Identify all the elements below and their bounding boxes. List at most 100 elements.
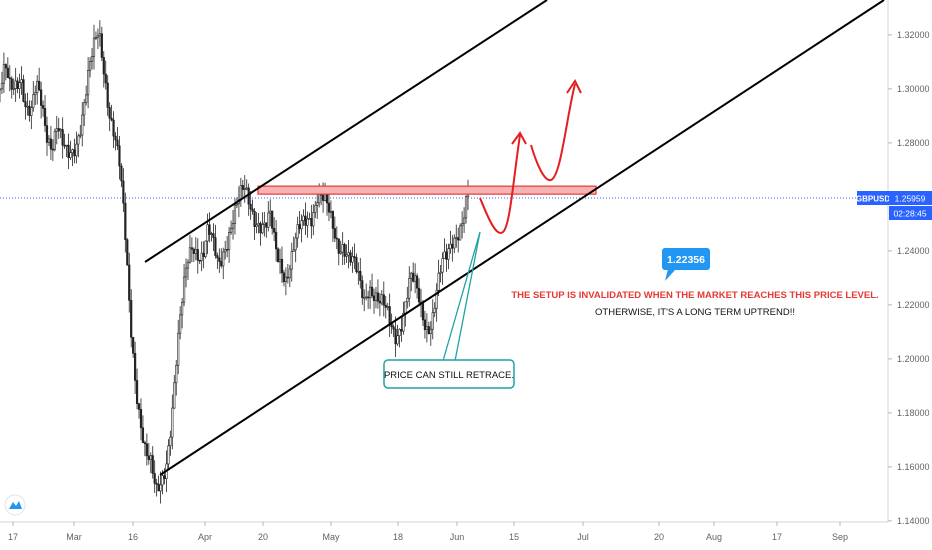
callout-retrace-text: PRICE CAN STILL RETRACE. xyxy=(384,370,514,381)
candle-body xyxy=(282,272,286,283)
candle-body xyxy=(159,484,162,492)
candle-body xyxy=(43,108,47,126)
candle-body xyxy=(41,105,45,109)
candle-body xyxy=(367,296,370,299)
candle-body xyxy=(18,82,21,89)
candle-body xyxy=(112,119,115,137)
candle-body xyxy=(135,380,139,405)
candle-body xyxy=(294,237,297,251)
candle-body xyxy=(28,105,31,116)
candle-body xyxy=(435,290,438,309)
candle-body xyxy=(365,296,368,299)
candle-body xyxy=(263,222,266,225)
candle-body xyxy=(275,231,278,250)
candle-body xyxy=(77,135,80,145)
candle-body xyxy=(202,252,205,257)
candle-body xyxy=(425,326,428,331)
candle-body xyxy=(464,196,468,219)
candle-body xyxy=(228,231,231,251)
candle-body xyxy=(94,37,98,39)
candle-body xyxy=(253,210,256,227)
candle-body xyxy=(273,228,276,233)
price-tick-label: 1.18000 xyxy=(897,408,930,418)
candle-body xyxy=(290,251,293,270)
candle-body xyxy=(410,272,413,279)
candle-body xyxy=(261,224,264,234)
resistance-zone[interactable] xyxy=(257,185,597,195)
candle-body xyxy=(173,382,176,409)
candle-body xyxy=(239,185,242,201)
candle-body xyxy=(186,261,190,269)
candle-body xyxy=(122,180,125,204)
candle-body xyxy=(59,129,62,132)
candle-body xyxy=(251,208,254,212)
time-tick-label: 16 xyxy=(128,532,138,542)
candle-body xyxy=(329,211,333,213)
last-price-badge[interactable]: 1.25959 xyxy=(889,191,932,205)
candle-body xyxy=(4,64,7,69)
last-price-text: 1.25959 xyxy=(895,194,926,204)
candle-body xyxy=(10,78,13,90)
candle-body xyxy=(61,129,64,146)
candle-body xyxy=(400,329,403,332)
candle-body xyxy=(71,149,74,154)
candle-body xyxy=(104,73,107,84)
symbol-badge[interactable]: GBPUSD xyxy=(856,191,890,205)
candle-body xyxy=(57,128,60,132)
candle-body xyxy=(30,107,33,116)
candle-body xyxy=(224,249,227,253)
candle-body xyxy=(280,258,284,274)
candle-body xyxy=(433,307,436,313)
candle-body xyxy=(49,138,53,150)
candle-body xyxy=(47,138,51,143)
candle-body xyxy=(24,101,27,107)
candle-body xyxy=(51,148,54,151)
candle-body xyxy=(327,202,331,213)
price-label-1-22356[interactable]: 1.22356 xyxy=(662,248,710,281)
candle-body xyxy=(394,328,397,345)
candle-body xyxy=(151,455,154,474)
candle-body xyxy=(245,187,248,190)
candle-body xyxy=(412,272,415,282)
channel-lower-line[interactable] xyxy=(159,0,885,476)
candle-body xyxy=(380,294,383,304)
candle-body xyxy=(382,294,385,306)
candle-body xyxy=(130,300,133,338)
candle-body xyxy=(339,251,342,254)
candle-body xyxy=(321,194,325,201)
candle-body xyxy=(14,80,17,89)
candle-body xyxy=(141,427,145,443)
projection-pullback-curve xyxy=(530,83,576,182)
candle-body xyxy=(200,252,203,261)
price-tick-label: 1.20000 xyxy=(897,354,930,364)
time-axis[interactable]: 17 Mar 16 Apr 20 May 18 Jun 15 Jul 20 Aug 17 Sep xyxy=(8,522,848,542)
candle-body xyxy=(190,247,193,250)
candle-body xyxy=(2,64,6,84)
tradingview-logo[interactable] xyxy=(4,494,26,516)
callout-pointer-2 xyxy=(454,231,481,362)
candle-body xyxy=(149,455,152,460)
candle-body xyxy=(188,247,192,263)
candle-body xyxy=(427,326,430,335)
candle-body xyxy=(241,185,244,190)
candle-body xyxy=(269,210,272,214)
candle-body xyxy=(218,257,221,262)
candle-body xyxy=(12,88,15,90)
candle-body xyxy=(88,61,92,71)
candle-body xyxy=(220,261,223,267)
candle-body xyxy=(116,139,119,147)
candle-body xyxy=(443,251,446,259)
candle-body xyxy=(0,82,4,90)
channel-upper-line[interactable] xyxy=(144,0,548,263)
candle-body xyxy=(447,248,450,260)
price-axis[interactable]: 1.340001.320001.300001.280001.260001.240… xyxy=(888,0,930,526)
candle-body xyxy=(194,249,197,254)
callout-retrace[interactable]: PRICE CAN STILL RETRACE. xyxy=(383,359,515,389)
candle-body xyxy=(204,240,207,257)
candle-body xyxy=(353,256,356,258)
candle-body xyxy=(126,239,129,266)
candle-body xyxy=(286,276,289,279)
candle-body xyxy=(114,135,117,141)
candle-body xyxy=(26,105,29,108)
